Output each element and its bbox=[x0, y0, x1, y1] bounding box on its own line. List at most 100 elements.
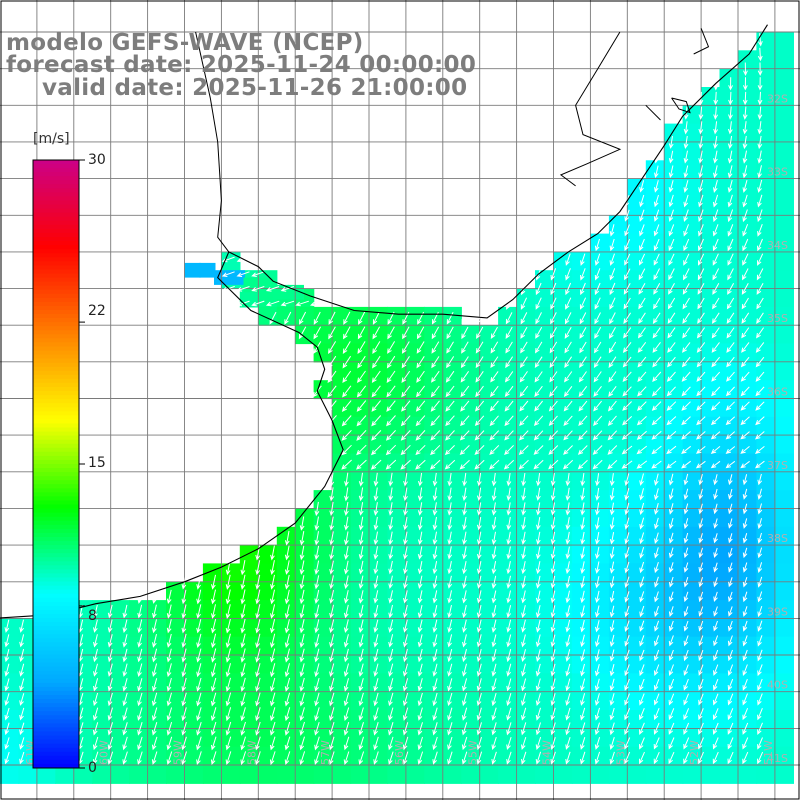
wind-arrow bbox=[107, 634, 113, 648]
wind-arrow bbox=[535, 282, 542, 296]
wind-arrow bbox=[740, 460, 750, 469]
wind-arrow bbox=[727, 268, 734, 281]
field-cell bbox=[571, 306, 591, 326]
title-valid-date: valid date: 2025-11-26 21:00:00 bbox=[42, 75, 468, 101]
wind-arrow bbox=[181, 751, 187, 766]
wind-arrow bbox=[122, 663, 128, 677]
field-cell bbox=[369, 710, 389, 729]
field-cell bbox=[664, 765, 684, 784]
wind-arrow bbox=[137, 722, 143, 736]
wind-arrow bbox=[712, 282, 720, 295]
wind-arrow bbox=[609, 649, 615, 662]
colorbar-segment bbox=[33, 524, 79, 530]
wind-arrow bbox=[401, 370, 411, 383]
wind-arrow bbox=[549, 371, 558, 383]
wind-arrow bbox=[432, 619, 438, 633]
wind-arrow bbox=[151, 722, 158, 736]
wind-arrow bbox=[668, 136, 674, 149]
field-cell bbox=[664, 160, 684, 180]
field-cell bbox=[774, 508, 794, 528]
wind-arrow bbox=[756, 282, 764, 295]
lon-label: 53W bbox=[614, 740, 627, 765]
wind-arrow bbox=[636, 401, 647, 411]
wind-arrow bbox=[594, 663, 600, 677]
wind-arrow bbox=[667, 327, 676, 339]
field-cell bbox=[756, 288, 776, 308]
wind-arrow bbox=[270, 648, 276, 663]
colorbar bbox=[32, 159, 85, 769]
wind-arrow bbox=[358, 692, 364, 707]
colorbar-segment bbox=[33, 204, 79, 210]
field-cell bbox=[332, 325, 352, 345]
wind-arrow bbox=[403, 648, 408, 663]
field-cell bbox=[424, 600, 444, 619]
wind-arrow bbox=[299, 545, 305, 561]
colorbar-segment bbox=[33, 338, 79, 343]
colorbar-segment bbox=[33, 536, 79, 542]
colorbar-segment bbox=[33, 678, 79, 684]
field-cell bbox=[701, 398, 721, 418]
wind-arrow bbox=[166, 736, 173, 751]
field-cell bbox=[184, 618, 204, 638]
wind-arrow bbox=[521, 634, 526, 648]
wind-arrow bbox=[550, 487, 556, 501]
wind-arrow bbox=[727, 165, 733, 179]
field-cell bbox=[0, 655, 20, 674]
colorbar-segment bbox=[33, 573, 79, 578]
wind-arrow bbox=[240, 707, 246, 722]
field-cell bbox=[738, 68, 758, 88]
wind-arrow bbox=[639, 635, 645, 647]
wind-arrow bbox=[341, 459, 352, 470]
wind-arrow bbox=[4, 619, 10, 633]
wind-arrow bbox=[698, 224, 704, 237]
field-cell bbox=[719, 288, 739, 308]
field-cell bbox=[738, 526, 758, 546]
field-cell bbox=[627, 233, 647, 253]
wind-arrow bbox=[343, 634, 349, 648]
wind-arrow bbox=[122, 722, 128, 736]
wind-arrow bbox=[461, 707, 468, 721]
wind-arrow bbox=[211, 574, 216, 590]
colorbar-segment bbox=[33, 411, 79, 416]
wind-arrow bbox=[579, 356, 587, 368]
field-cell bbox=[774, 746, 794, 766]
wind-arrow bbox=[358, 619, 364, 634]
wind-arrow bbox=[19, 634, 25, 648]
wind-arrow bbox=[624, 737, 631, 750]
wind-arrow bbox=[372, 341, 381, 354]
colorbar-segment bbox=[33, 184, 79, 189]
wind-arrow bbox=[639, 238, 645, 252]
wind-arrow bbox=[402, 707, 409, 721]
field-cell bbox=[719, 765, 739, 784]
field-cell bbox=[295, 600, 315, 619]
wind-arrow bbox=[329, 648, 335, 663]
field-cell bbox=[645, 416, 665, 436]
field-cell bbox=[129, 655, 149, 674]
wind-arrow bbox=[402, 326, 410, 340]
field-cell bbox=[369, 673, 389, 693]
wind-arrow bbox=[742, 591, 748, 603]
wind-arrow bbox=[403, 634, 408, 648]
field-cell bbox=[590, 490, 610, 509]
wind-arrow bbox=[536, 473, 541, 487]
field-cell bbox=[590, 728, 610, 748]
wind-arrow bbox=[4, 737, 10, 750]
field-cell bbox=[369, 600, 389, 619]
field-cell bbox=[498, 471, 518, 491]
field-cell bbox=[701, 600, 721, 619]
field-cell bbox=[590, 710, 610, 729]
field-cell bbox=[295, 710, 315, 729]
wind-arrow bbox=[623, 312, 632, 324]
field-cell bbox=[664, 251, 684, 271]
wind-arrow bbox=[681, 356, 691, 368]
wind-arrow bbox=[609, 590, 615, 603]
wind-arrow bbox=[666, 386, 676, 397]
wind-arrow bbox=[728, 77, 733, 91]
wind-arrow bbox=[652, 327, 661, 339]
wind-arrow bbox=[107, 678, 113, 692]
wind-arrow bbox=[624, 620, 630, 632]
wind-arrow bbox=[4, 663, 10, 677]
wind-arrow bbox=[342, 370, 352, 384]
wind-arrow bbox=[476, 326, 484, 340]
